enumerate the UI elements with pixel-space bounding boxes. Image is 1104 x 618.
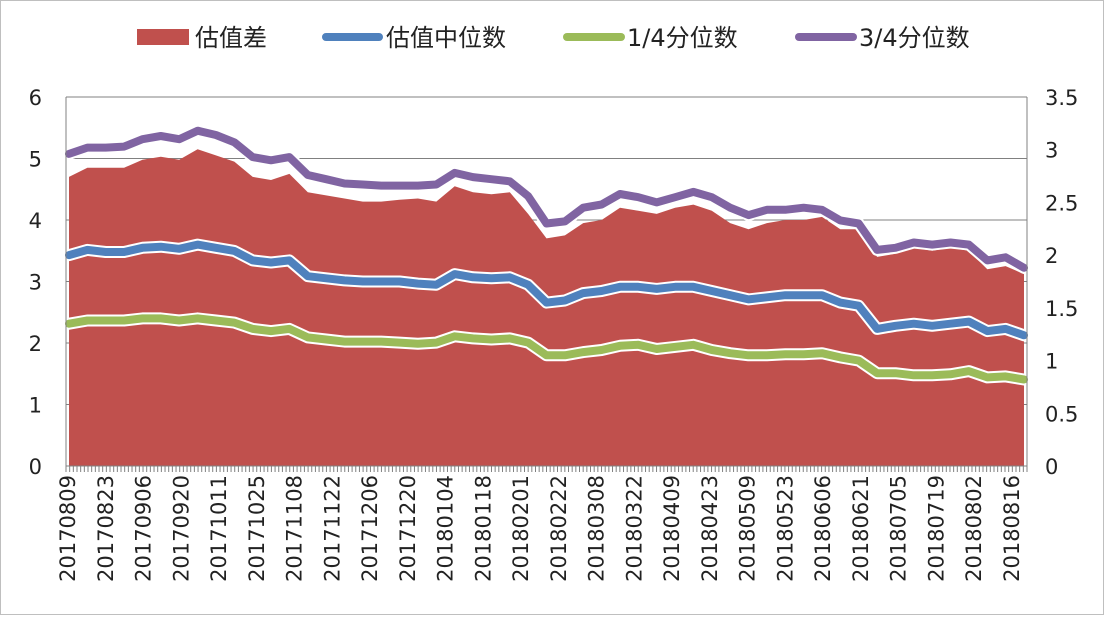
- x-tick-label: 20171206: [358, 475, 382, 582]
- y-right-tick-label: 2.5: [1045, 191, 1078, 215]
- x-tick-label: 20171108: [283, 475, 307, 582]
- legend-label-q3: 3/4分位数: [859, 24, 970, 52]
- x-tick-label: 20180802: [962, 475, 986, 582]
- x-tick-label: 20180705: [887, 475, 911, 582]
- x-tick-label: 20170809: [56, 475, 80, 582]
- x-tick-label: 20171025: [245, 475, 269, 582]
- series-line-q1: [65, 314, 1028, 384]
- series-line-median: [65, 240, 1028, 340]
- x-tick-label: 20180621: [849, 475, 873, 582]
- y-right-tick-label: 2: [1045, 244, 1058, 268]
- y-left-tick-label: 1: [29, 394, 42, 418]
- x-tick-label: 20170920: [169, 475, 193, 582]
- axes: 0 1 2 3 4 5 6 0 0.5 1 1.5 2 2.5 3 3.5 20170809 20170823 2…: [29, 86, 1079, 582]
- x-tick-label: 20180308: [585, 475, 609, 582]
- legend-swatch-spread: [137, 29, 189, 45]
- y-right-tick-label: 1.5: [1045, 297, 1078, 321]
- legend-label-q1: 1/4分位数: [627, 24, 738, 52]
- x-tick-label: 20171220: [396, 475, 420, 582]
- y-right-tick-label: 0.5: [1045, 402, 1078, 426]
- y-right-tick-label: 3.5: [1045, 86, 1078, 110]
- y-left-tick-label: 4: [29, 209, 42, 233]
- y-right-tick-label: 0: [1045, 455, 1058, 479]
- y-left-tick-label: 2: [29, 332, 42, 356]
- x-tick-label: 20170906: [132, 475, 156, 582]
- series-line-q3: [65, 126, 1028, 272]
- y-left-tick-label: 5: [29, 148, 42, 172]
- x-tick-label: 20180322: [622, 475, 646, 582]
- x-tick-label: 20180104: [434, 475, 458, 582]
- x-tick-label: 20180523: [773, 475, 797, 582]
- y-left-tick-label: 3: [29, 271, 42, 295]
- x-tick-label: 20180423: [698, 475, 722, 582]
- x-tick-label: 20180509: [736, 475, 760, 582]
- x-tick-label: 20180409: [660, 475, 684, 582]
- x-tick-label: 20170823: [94, 475, 118, 582]
- legend-label-median: 估值中位数: [386, 24, 506, 52]
- x-tick-label: 20180606: [811, 475, 835, 582]
- x-tick-label: 20180719: [925, 475, 949, 582]
- y-right-tick-label: 3: [1045, 139, 1058, 163]
- x-tick-label: 20171122: [320, 475, 344, 582]
- x-tick-label: 20180816: [1000, 475, 1024, 582]
- y-left-tick-label: 6: [29, 86, 42, 110]
- x-tick-label: 20180222: [547, 475, 571, 582]
- x-tick-label: 20180118: [471, 475, 495, 582]
- x-tick-label: 20171011: [207, 475, 231, 582]
- y-right-tick-label: 1: [1045, 350, 1058, 374]
- legend-label-spread: 估值差: [195, 24, 267, 52]
- legend: 估值差 估值中位数 1/4分位数 3/4分位数: [137, 24, 970, 52]
- y-left-tick-label: 0: [29, 455, 42, 479]
- x-tick-label: 20180201: [509, 475, 533, 582]
- line-layer: [63, 124, 1030, 386]
